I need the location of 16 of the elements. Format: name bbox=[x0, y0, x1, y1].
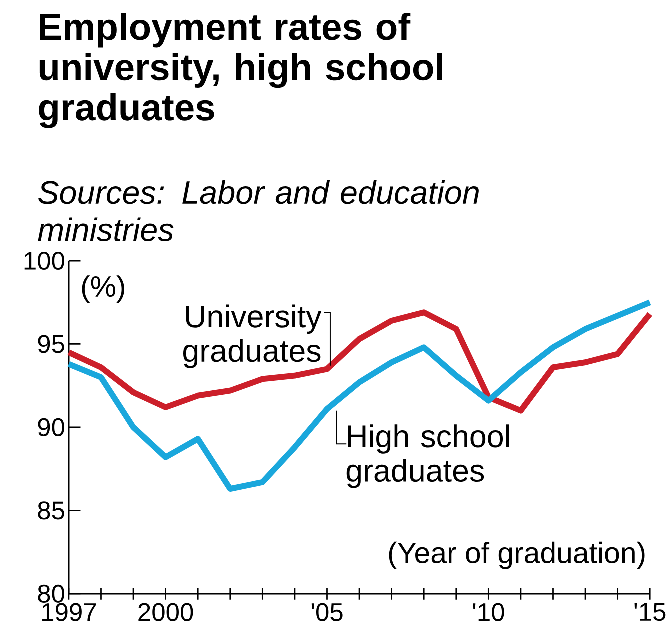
y-tick-label: 95 bbox=[38, 335, 64, 354]
x-tick-label: '05 bbox=[312, 603, 343, 622]
x-tick-label: 2000 bbox=[138, 603, 194, 622]
source-note: Sources: Labor and education ministries bbox=[38, 180, 479, 242]
y-axis-title: (%) bbox=[82, 276, 124, 303]
chart-title: Employment rates of university, high school graduates bbox=[39, 12, 442, 128]
x-axis-title: (Year of graduation) bbox=[389, 542, 645, 570]
x-tick-label: '15 bbox=[634, 603, 666, 622]
y-tick-label: 90 bbox=[38, 418, 64, 436]
x-tick-label: 1997 bbox=[42, 603, 96, 622]
x-tick-label: '10 bbox=[473, 603, 504, 622]
y-tick-label: 85 bbox=[38, 502, 64, 520]
series-label: High school graduates bbox=[346, 424, 510, 488]
y-tick-label: 100 bbox=[24, 252, 64, 270]
series-label: University graduates bbox=[184, 304, 322, 368]
y-tick-label: 80 bbox=[38, 584, 64, 603]
